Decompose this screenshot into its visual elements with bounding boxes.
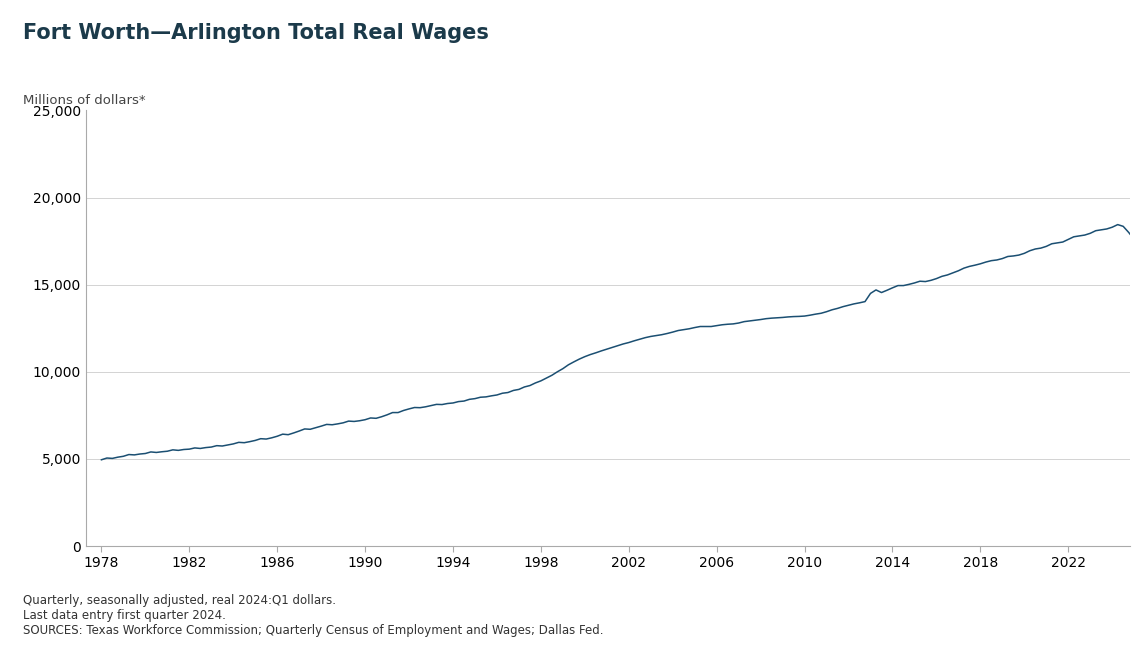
Text: Millions of dollars*: Millions of dollars* [23, 94, 146, 107]
Text: Fort Worth—Arlington Total Real Wages: Fort Worth—Arlington Total Real Wages [23, 23, 489, 43]
Text: Quarterly, seasonally adjusted, real 2024:Q1 dollars.
Last data entry first quar: Quarterly, seasonally adjusted, real 202… [23, 594, 603, 637]
